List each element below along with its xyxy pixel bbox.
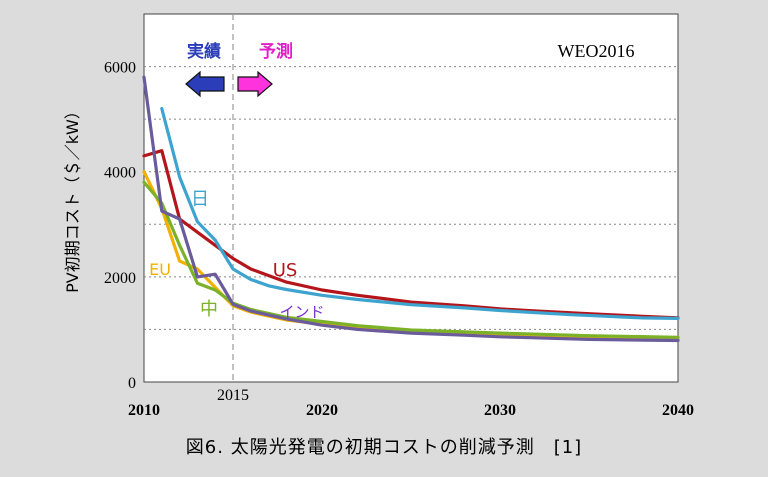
- phase-label-forecast: 予測: [259, 41, 293, 62]
- series-label-cn: 中: [200, 299, 218, 320]
- figure-caption: 図6. 太陽光発電の初期コストの削減予測 [1]: [185, 437, 583, 458]
- y-tick-label: 0: [128, 375, 136, 392]
- phase-label-actual: 実績: [187, 41, 221, 62]
- x-tick-label: 2020: [306, 402, 338, 419]
- x-tick-label: 2010: [128, 402, 160, 419]
- series-label-eu: EU: [149, 260, 171, 279]
- series-line-jp: [160, 106, 680, 320]
- y-tick-label: 4000: [104, 165, 136, 182]
- arrow-right-icon: [237, 70, 273, 98]
- gridlines: [144, 66, 678, 330]
- y-tick-label: 2000: [104, 270, 136, 287]
- x-tick-labels: 2010 2020 2030 2040: [128, 402, 694, 419]
- y-axis-label: PV初期コスト（＄／kW）: [63, 103, 82, 293]
- series-line-us: [142, 149, 680, 320]
- series-group: [142, 75, 680, 343]
- plot-area: [143, 13, 679, 383]
- series-label-us: US: [273, 260, 298, 281]
- arrow-left-icon: [185, 70, 225, 98]
- series-label-in: インド: [279, 303, 324, 321]
- y-tick-labels: 0 2000 4000 6000: [104, 60, 136, 392]
- pv-cost-chart: 0 2000 4000 6000 2010 2020 2030 2040 2015 PV初期…: [63, 13, 694, 419]
- y-tick-label: 6000: [104, 60, 136, 77]
- source-label: WEO2016: [558, 41, 635, 61]
- x-tick-label: 2040: [662, 402, 694, 419]
- series-line-in: [142, 75, 680, 343]
- series-label-jp: 日: [191, 189, 209, 210]
- divider-label: 2015: [217, 387, 249, 404]
- x-tick-label: 2030: [484, 402, 516, 419]
